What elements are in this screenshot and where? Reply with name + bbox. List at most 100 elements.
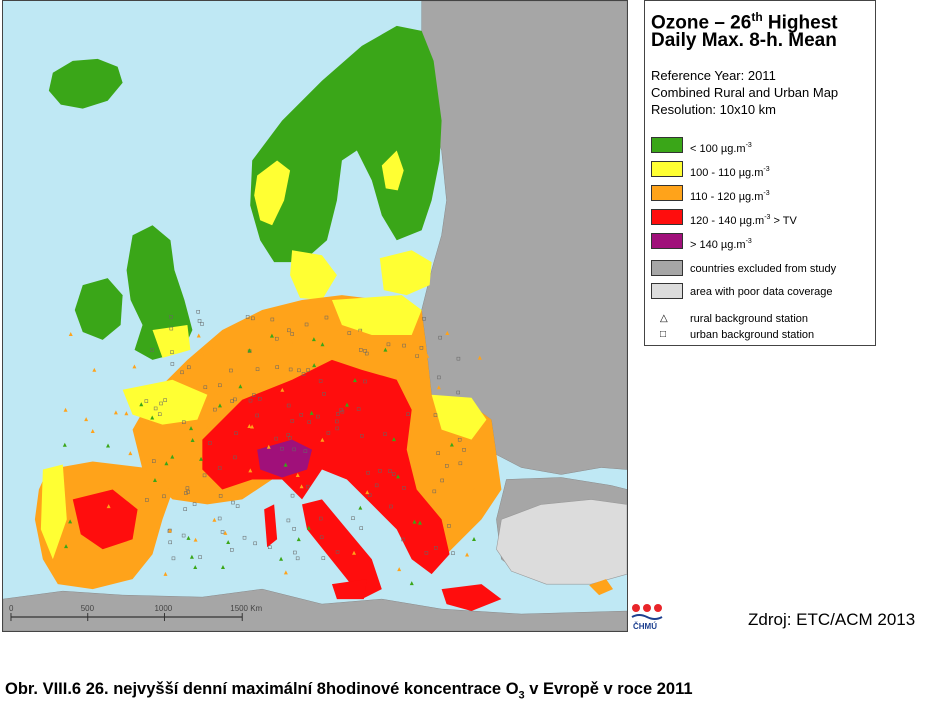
urban-station-marker — [324, 315, 329, 320]
urban-station-marker — [235, 504, 240, 508]
rural-station-marker — [409, 581, 414, 586]
rural-station-marker — [189, 426, 194, 431]
source-note: Zdroj: ETC/ACM 2013 — [748, 610, 916, 629]
rural-station-marker — [283, 570, 288, 575]
urban-station-marker — [306, 368, 310, 372]
urban-station-marker — [322, 392, 326, 396]
rural-station-marker — [62, 442, 67, 447]
urban-station-marker — [301, 372, 306, 376]
urban-station-marker — [280, 446, 284, 451]
urban-station-marker — [251, 316, 255, 321]
urban-station-marker — [318, 379, 323, 383]
urban-station-marker — [297, 368, 301, 373]
rural-station-marker — [296, 537, 301, 542]
urban-station-marker — [457, 437, 462, 442]
region-purple-zone — [257, 439, 313, 478]
legend-swatch-0 — [651, 137, 683, 153]
legend-swatch-excluded — [651, 260, 683, 276]
rural-station-marker — [279, 556, 284, 561]
urban-station-marker — [198, 555, 202, 559]
urban-station-marker — [242, 535, 247, 540]
legend-label-4: > 140 µg.m-3 — [690, 238, 752, 251]
urban-station-marker — [295, 556, 300, 561]
urban-station-marker — [218, 383, 222, 388]
urban-station-marker — [171, 556, 176, 561]
urban-station-marker — [402, 486, 406, 490]
urban-station-marker — [275, 365, 279, 369]
rural-station-marker — [383, 347, 388, 352]
region-iceland — [48, 58, 123, 109]
rural-station-marker — [150, 415, 155, 420]
urban-station-marker — [234, 431, 238, 435]
rural-station-marker — [250, 424, 255, 429]
rural-station-marker — [425, 353, 430, 358]
urban-station-marker — [290, 332, 294, 336]
rural-station-marker — [170, 454, 175, 459]
urban-station-marker — [364, 351, 369, 356]
rural-station-marker — [213, 390, 218, 395]
urban-station-marker — [292, 447, 296, 452]
urban-station-marker — [169, 315, 173, 319]
rural-station-marker — [220, 565, 225, 570]
urban-station-marker — [378, 469, 382, 473]
rural-station-marker — [311, 337, 316, 342]
urban-station-marker — [153, 406, 158, 411]
urban-station-marker — [286, 403, 291, 408]
urban-station-marker — [288, 367, 293, 372]
urban-station-marker — [445, 464, 449, 468]
urban-station-marker — [290, 493, 295, 498]
urban-station-marker — [388, 469, 392, 473]
urban-station-marker — [170, 350, 174, 354]
rural-station-marker — [477, 355, 482, 360]
urban-station-marker — [286, 518, 291, 523]
urban-station-marker — [187, 365, 191, 370]
rural-station-marker — [247, 423, 252, 428]
ozone-map: 0 500 1000 1500 Km — [2, 0, 628, 632]
urban-station-marker — [290, 419, 295, 423]
rural-station-marker — [391, 437, 396, 442]
rural-station-marker — [189, 554, 194, 559]
urban-station-marker — [196, 309, 200, 314]
rural-station-marker — [289, 339, 294, 344]
urban-station-marker — [334, 419, 339, 424]
rural-station-marker — [168, 448, 173, 453]
urban-station-marker — [217, 466, 222, 470]
legend-title-line2: Daily Max. 8-h. Mean — [651, 30, 837, 51]
urban-station-marker — [217, 516, 222, 521]
legend-swatch-3 — [651, 209, 683, 225]
urban-station-marker — [253, 541, 257, 546]
rural-station-marker — [226, 540, 231, 545]
rural-station-marker — [352, 550, 357, 555]
rural-station-marker — [193, 537, 198, 542]
rural-station-marker — [164, 461, 169, 466]
rural-station-marker — [223, 348, 228, 353]
urban-station-marker — [255, 367, 260, 372]
logo-text: ČHMÚ — [633, 622, 657, 631]
rural-station-marker — [199, 456, 204, 461]
urban-station-marker — [360, 434, 364, 438]
rural-station-marker — [312, 363, 317, 368]
region-red-zones — [72, 359, 502, 612]
urban-station-marker — [367, 493, 372, 497]
urban-station-marker — [321, 556, 326, 560]
rural-station-marker — [357, 329, 362, 334]
legend-resolution: Resolution: 10x10 km — [651, 102, 777, 117]
urban-station-marker — [248, 398, 253, 403]
urban-station-marker — [419, 346, 424, 350]
urban-station-marker — [318, 516, 323, 521]
urban-station-marker — [145, 498, 149, 502]
legend-label-1: 100 - 110 µg.m-3 — [690, 166, 770, 179]
urban-station-marker — [218, 494, 223, 498]
rural-station-marker — [207, 390, 212, 395]
station-markers — [62, 309, 482, 586]
region-scandinavia — [250, 25, 442, 301]
urban-station-marker — [229, 368, 233, 373]
scale-tick-1000: 1000 — [155, 604, 173, 613]
urban-station-marker — [183, 507, 187, 511]
urban-station-marker — [440, 478, 444, 483]
rural-station-marker — [412, 519, 417, 524]
urban-station-marker — [447, 524, 451, 528]
rural-station-marker — [193, 565, 198, 570]
urban-station-marker — [458, 461, 463, 466]
legend-label-rural-station: rural background station — [690, 313, 809, 325]
